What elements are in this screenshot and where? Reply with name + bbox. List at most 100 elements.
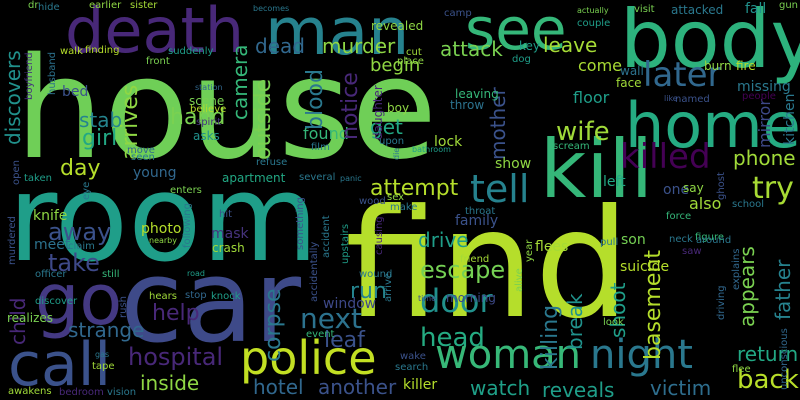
word-call: call — [8, 330, 112, 400]
word-body: body — [620, 0, 800, 86]
word-attempt: attempt — [370, 176, 459, 201]
word-crash: crash — [212, 241, 245, 255]
word-strange: strange — [68, 318, 145, 342]
word-husband: husband — [47, 51, 58, 95]
word-driving: driving — [716, 285, 727, 320]
word-say: say — [683, 181, 704, 195]
word-tell: tell — [470, 167, 530, 211]
word-mask: mask — [211, 226, 249, 242]
word-suicide: suicide — [620, 259, 670, 275]
word-kitchen: kitchen — [782, 93, 798, 145]
word-officer: officer — [35, 269, 67, 280]
word-walk: walk — [60, 46, 83, 57]
word-home: home — [625, 89, 800, 162]
word-open: open — [11, 160, 22, 185]
word-boy: boy — [387, 101, 410, 115]
word-revealed: revealed — [371, 19, 424, 33]
word-blood: blood — [303, 69, 328, 130]
word-place: place — [397, 56, 424, 67]
word-bathroom: bathroom — [412, 145, 451, 154]
word-apartment: apartment — [222, 171, 286, 185]
word-wood: wood — [359, 196, 386, 207]
word-throat: throat — [465, 206, 496, 217]
word-several: several — [299, 172, 336, 183]
word-outside: outside — [251, 78, 276, 160]
word-seen: seen — [131, 152, 155, 163]
word-asks: asks — [193, 129, 220, 143]
word-discovers: discovers — [1, 50, 25, 145]
word-notice: notice — [338, 72, 363, 140]
word-drive: drive — [418, 228, 469, 252]
word-father: father — [771, 259, 795, 320]
word-hit: hit — [219, 209, 233, 220]
word-hears: hears — [149, 291, 177, 302]
word-unconscious: unconscious — [779, 328, 790, 390]
word-car: car — [120, 235, 301, 369]
word-murdered: murdered — [7, 216, 18, 265]
word-wife: wife — [556, 117, 610, 147]
word-like: like — [664, 94, 678, 103]
word-sister: sister — [130, 0, 158, 11]
word-flee: flee — [732, 364, 751, 375]
word-shoot: shoot — [606, 282, 630, 338]
word-try: try — [752, 171, 794, 206]
word-front: front — [146, 56, 170, 67]
word-something: something — [295, 197, 306, 250]
word-killing: killing — [538, 304, 563, 370]
word-show: show — [495, 156, 532, 172]
word-meet: meet — [34, 237, 71, 253]
word-actually: actually — [577, 6, 609, 15]
word-discover: discover — [35, 296, 78, 307]
word-day: day — [60, 156, 101, 181]
word-dog: dog — [512, 54, 531, 65]
word-later: later — [643, 55, 722, 95]
word-get: get — [370, 115, 403, 139]
word-family: family — [455, 213, 499, 229]
word-another: another — [318, 375, 397, 399]
word-pull: pull — [600, 237, 619, 248]
word-eye: eye — [81, 181, 92, 200]
word-knife: knife — [33, 208, 68, 224]
word-head: head — [420, 323, 485, 353]
word-ghost: ghost — [716, 172, 727, 200]
word-leaf: leaf — [324, 328, 365, 353]
word-son: son — [621, 232, 646, 248]
word-stop: stop — [185, 290, 207, 301]
word-night: night — [590, 332, 693, 378]
word-begin: begin — [370, 55, 421, 76]
word-camp: camp — [444, 8, 472, 19]
word-next: next — [300, 302, 363, 335]
word-bedroom: bedroom — [59, 387, 104, 398]
word-away: away — [48, 218, 112, 246]
word-look: look — [603, 317, 624, 328]
word-realizes: realizes — [7, 311, 54, 325]
word-hospital: hospital — [128, 343, 224, 371]
word-see: see — [465, 0, 567, 63]
word-figure: figure — [695, 232, 725, 243]
word-vision: vision — [107, 387, 137, 398]
word-upstairs: upstairs — [340, 223, 351, 264]
word-tape: tape — [92, 361, 115, 372]
word-scene: scene — [189, 94, 225, 108]
word-saw: saw — [682, 246, 702, 257]
word-photo: photo — [141, 221, 182, 237]
word-make: make — [390, 202, 418, 213]
word-run: run — [350, 279, 387, 304]
word-finding: finding — [85, 45, 120, 56]
word-spirit: spirit — [196, 117, 222, 128]
word-mirror: mirror — [755, 99, 774, 148]
word-becomes: becomes — [253, 4, 290, 13]
word-hotel: hotel — [253, 375, 304, 399]
word-morning: morning — [446, 291, 496, 305]
word-dr: dr — [28, 0, 39, 11]
word-claim: claim — [68, 241, 95, 252]
word-girl: girl — [82, 126, 118, 151]
word-move: move — [127, 145, 155, 156]
word-film: film — [311, 142, 330, 153]
word-search: search — [395, 362, 429, 373]
word-named: named — [675, 94, 710, 105]
word-leaving: leaving — [455, 87, 499, 101]
word-escape: escape — [420, 256, 506, 284]
word-watch: watch — [470, 376, 531, 400]
word-come: come — [578, 56, 623, 75]
